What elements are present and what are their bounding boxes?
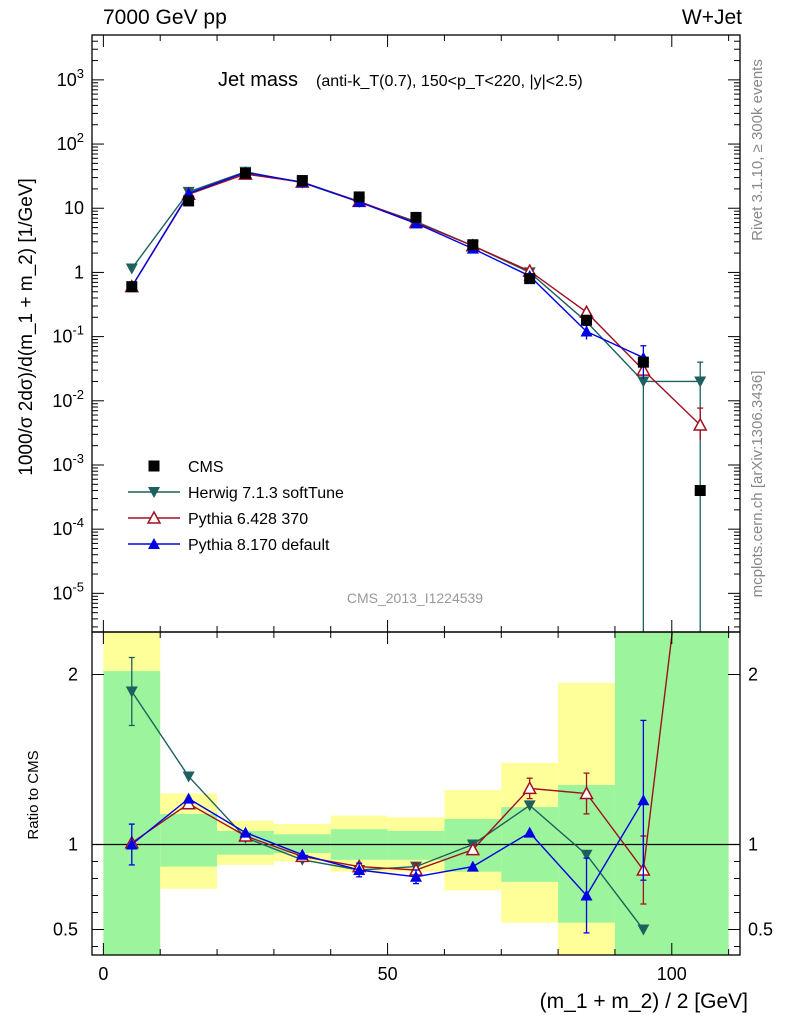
- ratio-ytick-label-left: 0.5: [53, 920, 78, 940]
- rivet-label: Rivet 3.1.10, ≥ 300k events: [749, 59, 766, 241]
- process-label: W+Jet: [681, 6, 742, 29]
- main-point: [580, 325, 593, 337]
- main-ytick-label: 10-3: [52, 451, 84, 475]
- mcplots-label: mcplots.cern.ch [arXiv:1306.3436]: [749, 371, 766, 598]
- main-ytick-label: 10: [64, 198, 84, 218]
- ratio-point: [239, 826, 252, 838]
- band-inner-1: [160, 813, 218, 867]
- ratio-ytick-label-left: 2: [68, 665, 78, 685]
- main-point: [410, 217, 422, 229]
- ratio-point: [579, 785, 594, 800]
- main-point: [353, 191, 365, 203]
- energy-label: 7000 GeV pp: [103, 6, 227, 29]
- ratio-point: [125, 838, 138, 850]
- x-axis-label: (m_1 + m_2) / 2 [GeV]: [540, 990, 748, 1013]
- main-point: [637, 376, 650, 388]
- band-inner-3: [273, 834, 331, 853]
- main-point: [692, 417, 708, 431]
- main-line: [131, 173, 701, 426]
- main-ytick-label: 10-2: [52, 387, 84, 411]
- main-ytick-label: 1: [74, 262, 84, 282]
- legend-label: Pythia 6.428 370: [188, 511, 308, 528]
- ratio-point: [523, 826, 536, 838]
- main-series-3: [125, 166, 650, 379]
- main-series-1: [125, 166, 707, 632]
- main-point: [524, 273, 536, 285]
- ratio-point: [466, 860, 479, 872]
- band-inner-9: [614, 632, 729, 955]
- main-ylabel: 1000/σ 2dσ)/d(m_1 + m_2) [1/GeV]: [16, 178, 37, 476]
- main-ytick-label: 10-4: [52, 515, 84, 539]
- ratio-point: [353, 864, 366, 875]
- ratio-series-2: [125, 719, 650, 934]
- ratio-point: [637, 924, 650, 936]
- main-point: [239, 167, 251, 179]
- ratio-ylabel: Ratio to CMS: [25, 750, 42, 839]
- legend-marker: [148, 460, 160, 472]
- band-inner-5: [387, 830, 445, 860]
- ratio-bands: [103, 632, 729, 955]
- main-point: [694, 376, 707, 388]
- ratio-point: [580, 849, 593, 861]
- ratio-point: [637, 794, 650, 806]
- ratio-point: [182, 771, 195, 783]
- main-point: [637, 356, 649, 368]
- ratio-line: [131, 797, 644, 897]
- axes-layer: 10-5 10-4 10-3 10-2 10-1 1 10 102 103 0 50 100 0.5 0.…: [52, 34, 773, 984]
- ratio-point: [580, 889, 593, 901]
- main-point: [467, 239, 479, 251]
- watermark: CMS_2013_I1224539: [347, 590, 483, 606]
- main-ytick-label: 10-1: [52, 323, 84, 347]
- ratio-ytick-label-right: 0.5: [748, 920, 773, 940]
- legend-label: Pythia 8.170 default: [188, 537, 330, 554]
- x-tick-label: 100: [657, 964, 687, 984]
- main-line: [131, 171, 701, 383]
- main-series-2: [124, 166, 708, 440]
- ratio-point: [523, 800, 536, 812]
- ratio-point: [182, 792, 195, 804]
- chart-subtitle: (anti-k_T(0.7), 150<p_T<220, |y|<2.5): [316, 73, 583, 90]
- main-line: [131, 171, 644, 359]
- main-point: [126, 281, 138, 293]
- ratio-point: [522, 780, 537, 795]
- ratio-frame: [91, 631, 741, 956]
- legend-marker: [148, 538, 160, 549]
- ratio-point: [410, 870, 422, 882]
- legend: CMS Herwig 7.1.3 softTune Pythia 6.428 370…: [128, 459, 344, 554]
- ratio-ytick-label-left: 1: [68, 835, 78, 855]
- legend-label: Herwig 7.1.3 softTune: [188, 485, 344, 502]
- ratio-point: [296, 848, 309, 860]
- x-tick-label: 50: [378, 964, 398, 984]
- chart-title: Jet mass: [218, 69, 298, 91]
- main-point: [694, 485, 706, 497]
- ratio-point: [125, 686, 138, 698]
- ratio-ytick-label-right: 1: [748, 835, 758, 855]
- main-ytick-label: 103: [57, 66, 84, 90]
- main-series-0: [126, 167, 706, 497]
- main-point: [410, 211, 422, 223]
- main-ytick-label: 10-5: [52, 579, 84, 603]
- legend-marker: [148, 487, 160, 498]
- x-tick-label: 0: [98, 964, 108, 984]
- ratio-point: [465, 842, 481, 856]
- ratio-ytick-label-right: 2: [748, 665, 758, 685]
- main-point: [581, 314, 593, 326]
- ratio-plot-layer: [92, 632, 740, 936]
- main-point: [183, 195, 195, 207]
- legend-marker: [146, 510, 162, 524]
- legend-label: CMS: [188, 459, 224, 476]
- main-plot-layer: [124, 166, 708, 632]
- main-point: [125, 263, 138, 275]
- main-point: [296, 175, 308, 187]
- main-ytick-label: 102: [57, 130, 84, 154]
